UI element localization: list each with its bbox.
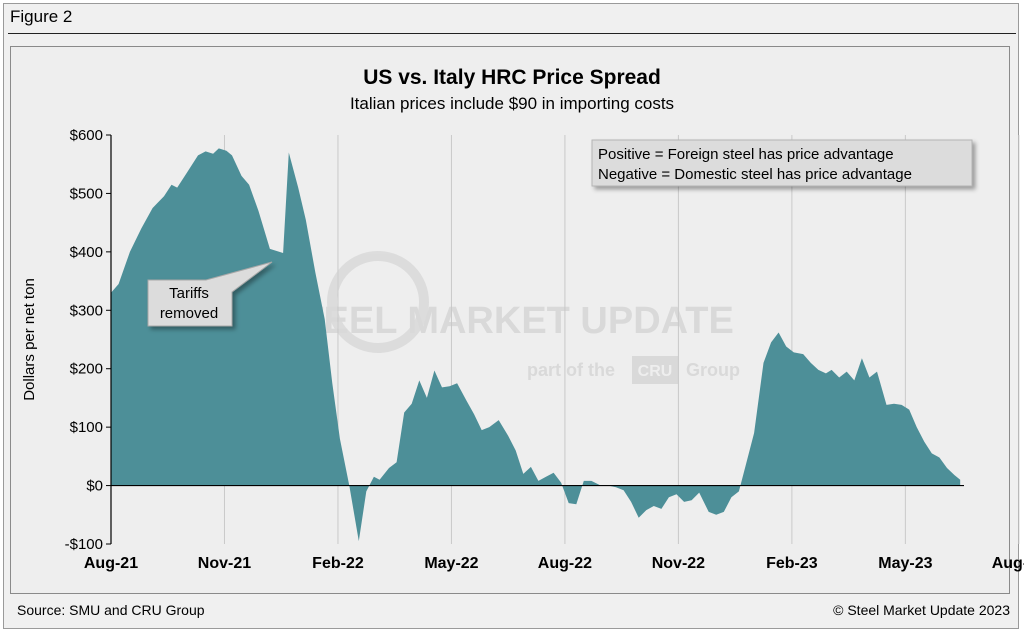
x-tick-label: May-22 xyxy=(424,555,478,572)
copyright-note: © Steel Market Update 2023 xyxy=(833,602,1010,618)
y-tick-label: $0 xyxy=(86,478,103,495)
figure-rule xyxy=(8,33,1016,34)
watermark-group-left: part of the xyxy=(527,360,615,380)
y-tick-label: $500 xyxy=(70,185,103,202)
y-tick-label: $100 xyxy=(70,419,103,436)
axes xyxy=(110,135,964,544)
x-tick-label: Nov-22 xyxy=(652,555,705,572)
x-tick-labels: Aug-21 Nov-21 Feb-22 May-22 Aug-22 Nov-22 Feb-… xyxy=(84,555,1024,572)
y-tick-label: $400 xyxy=(70,244,103,261)
source-note: Source: SMU and CRU Group xyxy=(17,602,205,618)
annotation-line2: removed xyxy=(160,305,218,322)
y-tick-label: $600 xyxy=(70,127,103,144)
y-tick-label: $200 xyxy=(70,361,103,378)
watermark-logo-box xyxy=(632,356,678,384)
watermark-ring-icon xyxy=(327,251,429,353)
x-tick-label: Aug-22 xyxy=(538,555,592,572)
y-axis-label: Dollars per net ton xyxy=(21,278,38,401)
x-tick-label: Aug-23 xyxy=(992,555,1024,572)
spread-area xyxy=(111,148,961,542)
figure-label: Figure 2 xyxy=(10,7,73,26)
x-tick-label: Feb-23 xyxy=(766,555,818,572)
y-tick-labels: -$100 $0 $100 $200 $300 $400 $500 $600 xyxy=(65,127,111,553)
x-tick-label: Feb-22 xyxy=(312,555,364,572)
x-tick-label: May-23 xyxy=(878,555,932,572)
chart-subtitle: Italian prices include $90 in importing … xyxy=(349,94,675,113)
legend-line-negative: Negative = Domestic steel has price adva… xyxy=(598,166,912,183)
watermark: STEEL MARKET UPDATE part of the CRU Grou… xyxy=(275,251,740,384)
x-tick-label: Nov-21 xyxy=(198,555,251,572)
annotation-callout xyxy=(147,261,273,327)
x-tick-label: Aug-21 xyxy=(84,555,138,572)
legend-line-positive: Positive = Foreign steel has price advan… xyxy=(598,146,894,163)
watermark-brand: STEEL MARKET UPDATE xyxy=(275,300,734,342)
y-tick-label: -$100 xyxy=(65,536,103,553)
legend-box xyxy=(591,139,973,187)
watermark-group-right: Group xyxy=(686,360,740,380)
watermark-group-mark: CRU xyxy=(638,363,673,380)
annotation-line1: Tariffs xyxy=(169,285,209,302)
chart-title: US vs. Italy HRC Price Spread xyxy=(363,66,661,89)
y-tick-label: $300 xyxy=(70,302,103,319)
